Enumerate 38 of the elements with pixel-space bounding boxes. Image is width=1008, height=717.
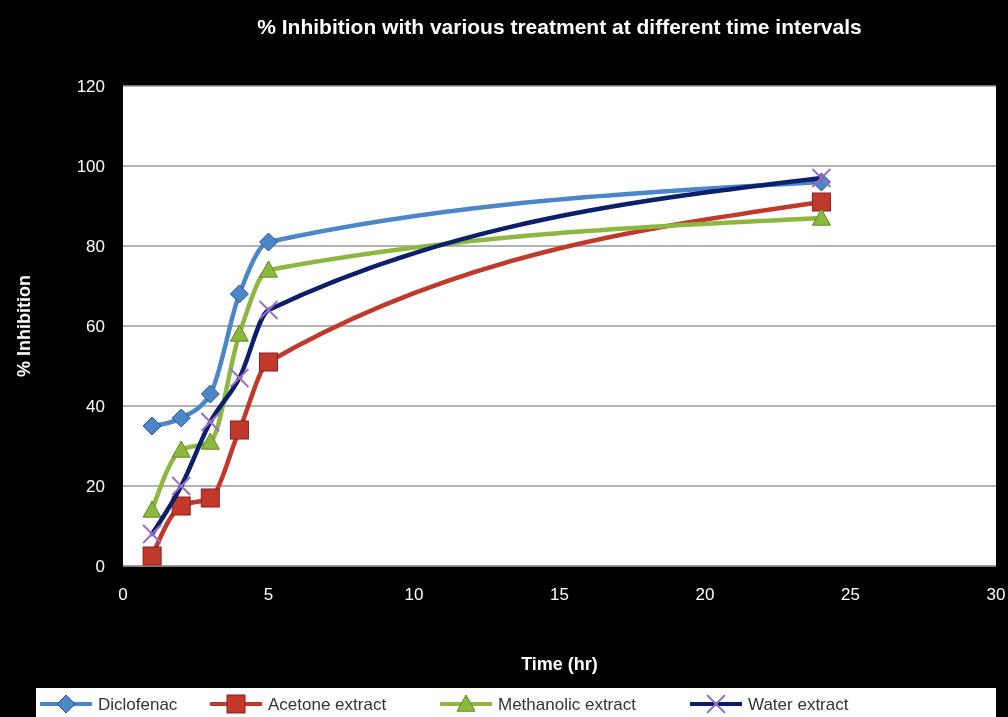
point — [171, 440, 191, 458]
legend-label: Acetone extract — [268, 695, 387, 714]
x-tick-label: 30 — [986, 585, 1006, 604]
point — [229, 324, 249, 342]
point — [229, 420, 249, 440]
point — [142, 416, 162, 436]
x-axis-title: Time (hr) — [521, 654, 598, 674]
y-tick-label: 80 — [86, 237, 105, 256]
legend-label: Water extract — [748, 695, 849, 714]
point — [171, 408, 191, 428]
y-tick-label: 20 — [86, 477, 105, 496]
chart-title: % Inhibition with various treatment at different time intervals — [257, 15, 862, 38]
x-tick-label: 15 — [550, 585, 569, 604]
y-tick-label: 100 — [76, 157, 105, 176]
y-tick-label: 0 — [95, 557, 105, 576]
y-axis-title: % Inhibition — [14, 275, 34, 377]
point — [811, 192, 831, 212]
y-tick-label: 40 — [86, 397, 105, 416]
point — [259, 352, 278, 372]
legend-label: Diclofenac — [98, 695, 178, 714]
x-tick-label: 25 — [841, 585, 860, 604]
point — [171, 496, 191, 516]
point — [200, 432, 220, 450]
x-tick-label: 10 — [404, 585, 424, 604]
x-tick-label: 0 — [118, 585, 128, 604]
x-tick-label: 5 — [263, 585, 274, 604]
x-tick-label: 20 — [695, 585, 715, 604]
point — [200, 488, 220, 508]
point — [811, 208, 831, 226]
point — [142, 546, 162, 566]
point — [229, 284, 249, 304]
point — [200, 384, 220, 404]
legend-label: Methanolic extract — [498, 695, 637, 714]
y-tick-label: 120 — [76, 77, 105, 96]
point — [142, 500, 162, 518]
y-tick-label: 60 — [86, 317, 105, 336]
point — [259, 232, 278, 252]
point — [259, 260, 278, 278]
